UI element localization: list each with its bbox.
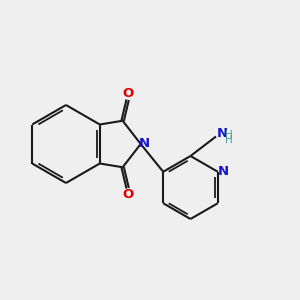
Text: N: N — [217, 127, 228, 140]
Text: N: N — [139, 137, 150, 150]
Text: H: H — [225, 130, 232, 140]
Text: O: O — [122, 87, 133, 100]
Text: H: H — [225, 135, 232, 145]
Text: N: N — [218, 165, 229, 178]
Text: O: O — [122, 188, 133, 201]
